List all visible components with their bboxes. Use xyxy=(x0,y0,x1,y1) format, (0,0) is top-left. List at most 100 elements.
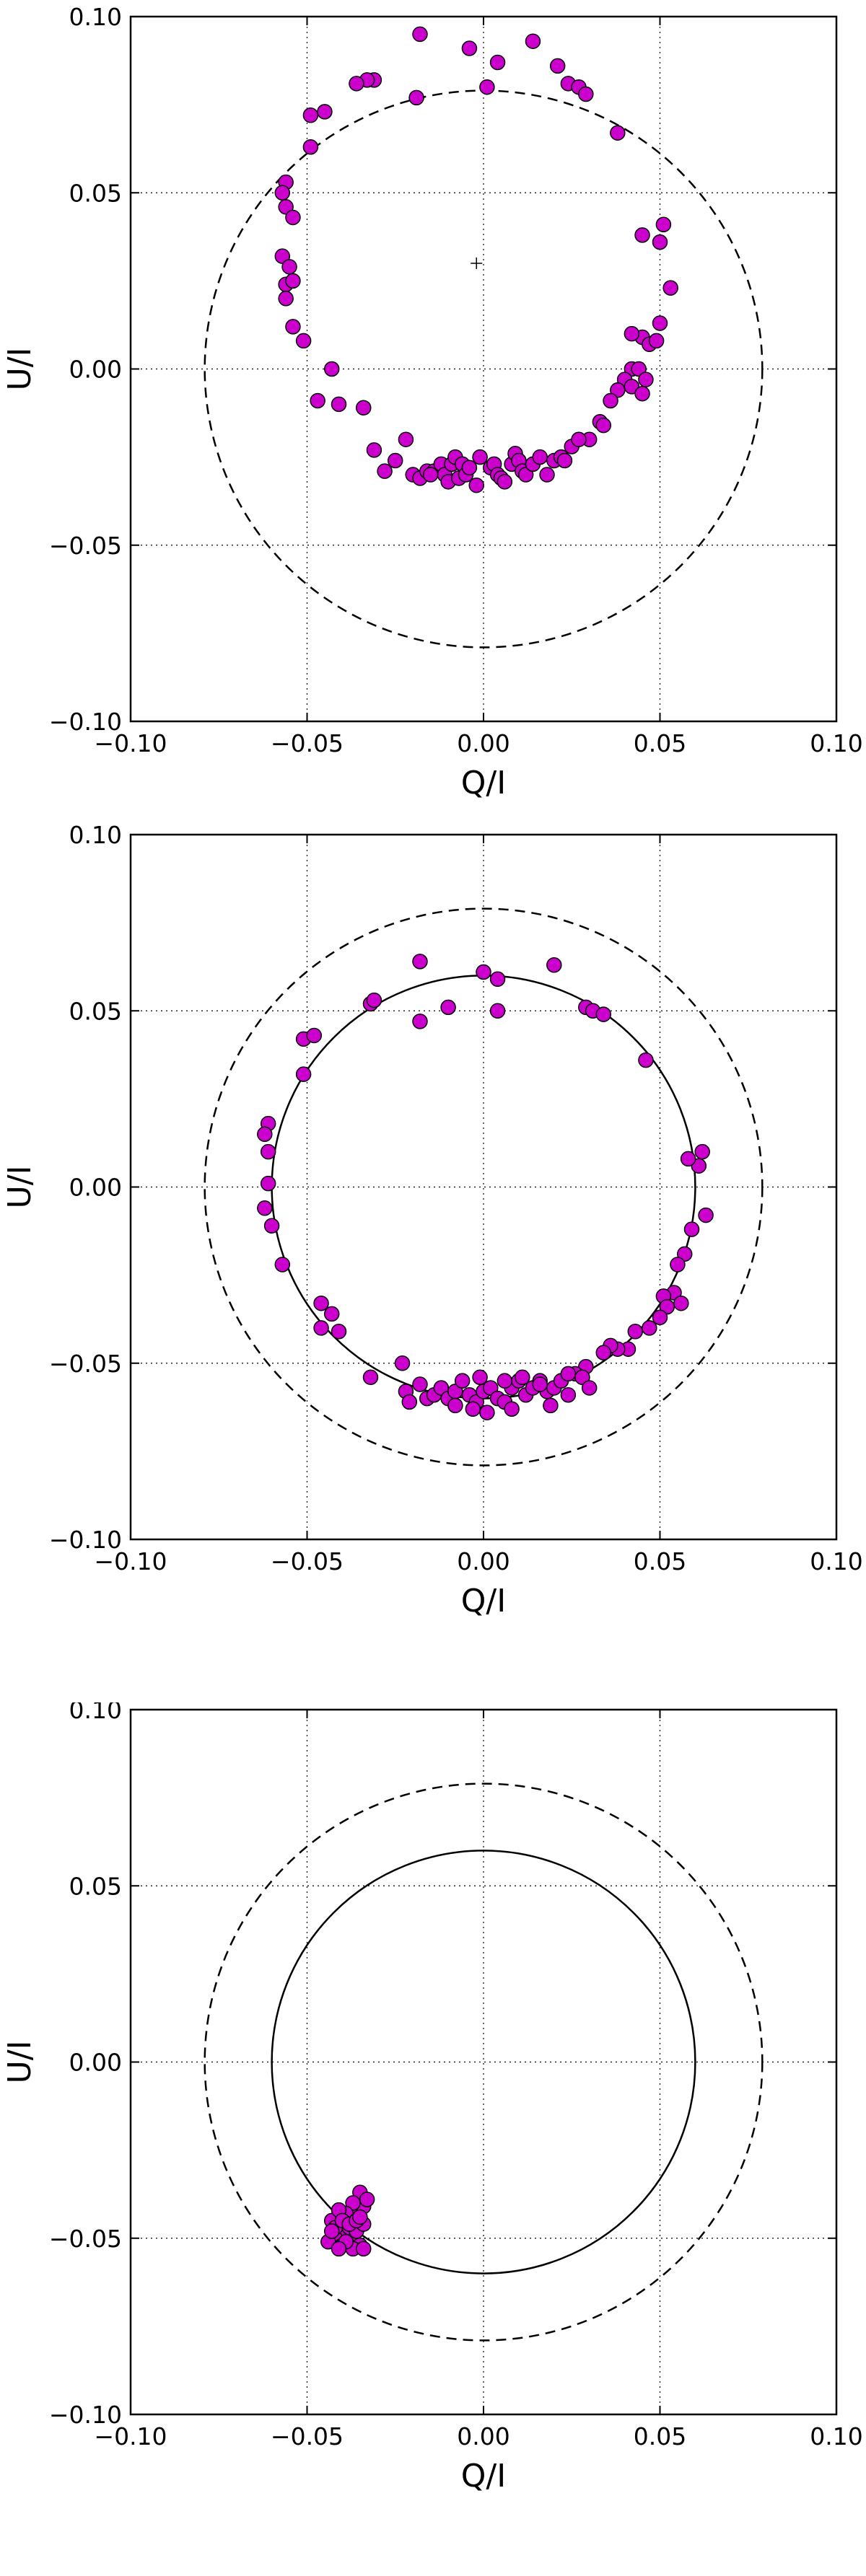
data-point xyxy=(355,400,372,416)
y-tick-label: 0.10 xyxy=(69,3,122,31)
data-point xyxy=(472,1369,488,1386)
data-point xyxy=(662,280,678,296)
data-point xyxy=(560,1366,577,1382)
data-point xyxy=(691,1158,707,1174)
data-point xyxy=(461,40,478,56)
data-point xyxy=(624,325,640,342)
data-point xyxy=(310,392,325,409)
data-point xyxy=(624,379,640,395)
y-tick-label: 0.00 xyxy=(69,1174,122,1202)
y-tick-label: 0.05 xyxy=(69,179,122,207)
data-point xyxy=(539,467,555,483)
x-tick-label: 0.05 xyxy=(634,2422,686,2450)
data-point xyxy=(670,1257,686,1272)
data-point xyxy=(642,1320,657,1336)
data-point xyxy=(313,1295,329,1311)
data-point xyxy=(652,315,668,331)
y-tick-label: −0.10 xyxy=(49,708,122,736)
data-point xyxy=(345,2195,361,2211)
data-point xyxy=(440,999,456,1016)
data-point xyxy=(694,1143,710,1160)
data-point xyxy=(655,216,672,232)
x-axis-label: Q/I xyxy=(461,765,506,801)
y-tick-label: 0.00 xyxy=(69,356,122,384)
data-point xyxy=(497,474,513,490)
data-point xyxy=(698,1207,714,1223)
data-point xyxy=(543,1397,559,1414)
x-tick-label: 0.05 xyxy=(634,729,686,757)
y-tick-label: −0.10 xyxy=(49,2401,122,2429)
data-point xyxy=(680,1151,696,1167)
data-point xyxy=(652,234,668,250)
data-point xyxy=(302,139,319,155)
plot-frame xyxy=(129,15,838,723)
data-point xyxy=(388,452,403,469)
data-point xyxy=(257,1126,273,1142)
y-tick-label: 0.10 xyxy=(69,821,122,849)
data-point xyxy=(479,79,495,95)
data-point xyxy=(634,227,650,243)
data-point xyxy=(560,1386,577,1403)
data-point xyxy=(398,431,414,447)
data-point xyxy=(422,467,439,483)
data-point xyxy=(603,392,618,409)
data-point xyxy=(571,431,587,447)
data-point xyxy=(549,58,566,74)
data-point xyxy=(483,1380,499,1396)
data-point xyxy=(278,199,294,215)
data-point xyxy=(517,467,534,483)
data-point xyxy=(468,477,484,493)
data-point xyxy=(274,185,291,201)
data-point xyxy=(472,449,488,465)
data-point xyxy=(515,1369,530,1386)
data-point xyxy=(362,1369,379,1386)
data-point xyxy=(331,1324,347,1340)
x-tick-label: 0.10 xyxy=(810,1547,862,1575)
data-point xyxy=(302,107,319,123)
data-point xyxy=(532,449,548,465)
data-point xyxy=(408,89,424,106)
data-point xyxy=(355,2241,372,2257)
data-point xyxy=(676,1246,693,1262)
data-point xyxy=(260,1143,276,1160)
y-tick-label: 0.00 xyxy=(69,2049,122,2077)
data-point xyxy=(578,86,594,102)
data-point xyxy=(366,992,382,1008)
data-point xyxy=(323,2223,340,2239)
x-tick-label: 0.10 xyxy=(810,2422,862,2450)
x-tick-label: −0.05 xyxy=(271,2422,344,2450)
data-point xyxy=(497,1373,513,1389)
data-point xyxy=(394,1355,411,1371)
data-point xyxy=(295,333,312,349)
data-point xyxy=(317,104,333,120)
data-point xyxy=(595,417,612,434)
data-point xyxy=(465,1401,481,1417)
data-point xyxy=(323,361,340,377)
data-point xyxy=(454,1373,471,1389)
data-point xyxy=(412,1376,428,1392)
x-tick-label: −0.05 xyxy=(271,729,344,757)
data-point xyxy=(638,372,654,387)
data-point xyxy=(638,1052,654,1068)
data-point xyxy=(610,125,626,141)
data-point xyxy=(359,2192,375,2207)
data-point xyxy=(461,460,478,476)
data-point xyxy=(313,1320,329,1336)
plot-frame xyxy=(129,1708,838,2416)
data-point xyxy=(278,291,294,307)
data-point xyxy=(377,463,393,479)
data-point xyxy=(489,54,506,71)
x-tick-label: −0.05 xyxy=(271,1547,344,1575)
data-point xyxy=(479,1405,495,1420)
data-point xyxy=(532,1376,548,1392)
data-point xyxy=(349,76,364,92)
y-axis-label: U/I xyxy=(1,347,38,390)
data-point xyxy=(412,26,428,43)
y-tick-label: −0.05 xyxy=(49,2225,122,2253)
data-point xyxy=(285,209,301,226)
x-tick-label: 0.10 xyxy=(810,729,862,757)
data-point xyxy=(476,964,491,980)
data-point xyxy=(323,1306,340,1322)
y-tick-label: −0.05 xyxy=(49,1350,122,1378)
